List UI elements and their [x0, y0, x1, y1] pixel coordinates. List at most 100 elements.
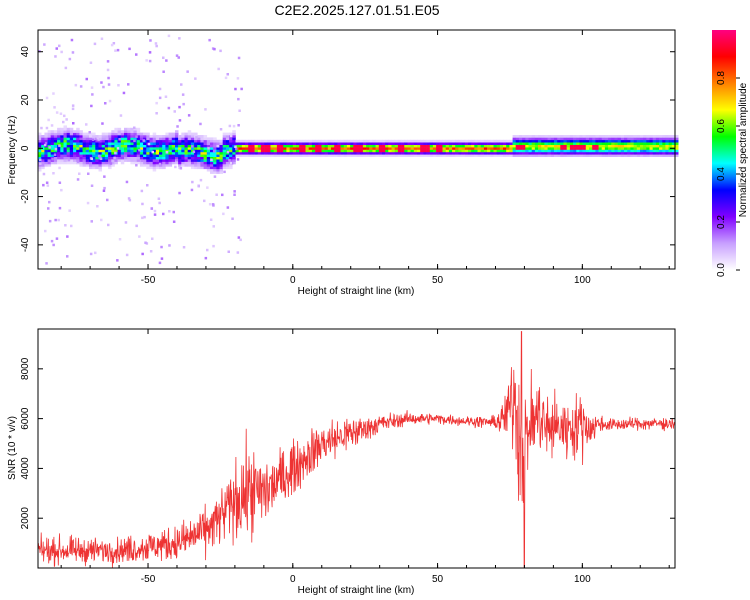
- spectrogram-cell: [531, 147, 536, 150]
- spectrogram-cell: [53, 161, 58, 165]
- spectrogram-cell: [241, 142, 246, 145]
- spectrogram-speck: [212, 225, 215, 228]
- spectrogram-cell: [124, 127, 128, 131]
- spectrogram-cell: [92, 142, 96, 145]
- spectrogram-cell: [254, 149, 259, 153]
- spectrogram-cell: [627, 142, 631, 145]
- spectrogram-cell: [299, 151, 303, 155]
- spectrogram-cell: [127, 132, 131, 136]
- spectrogram-cell: [423, 147, 427, 150]
- spectrogram-cell: [512, 137, 517, 141]
- spectrogram-cell: [439, 139, 443, 143]
- spectrogram-cell: [136, 151, 141, 155]
- spectrogram-cell: [133, 142, 137, 145]
- spectrogram-cell: [181, 151, 185, 155]
- spectrogram-cell: [350, 144, 354, 148]
- spectrogram-cell: [620, 147, 625, 150]
- spectrogram-cell: [372, 154, 376, 157]
- spectrogram-cell: [130, 159, 134, 162]
- spectrogram-cell: [232, 161, 236, 165]
- spectrogram-cell: [331, 151, 335, 155]
- spectrogram-cell: [372, 142, 376, 145]
- spectrogram-cell: [270, 147, 274, 150]
- spectrogram-cell: [308, 142, 313, 145]
- spectrogram-cell: [184, 151, 188, 155]
- spectrogram-cell: [337, 154, 341, 157]
- spectrogram-cell: [643, 135, 647, 138]
- spectrogram-cell: [203, 161, 208, 165]
- spectrogram-cell: [302, 154, 306, 157]
- spectrogram-cell: [569, 154, 574, 157]
- spectrogram-cell: [155, 154, 160, 157]
- spectrogram-cell: [101, 156, 106, 160]
- spectrogram-cell: [133, 144, 137, 148]
- spectrogram-cell: [525, 154, 529, 157]
- spectrogram-speck: [103, 175, 106, 178]
- spectrogram-cell: [92, 147, 96, 150]
- spectrogram-cell: [528, 147, 532, 150]
- spectrogram-cell: [503, 151, 507, 155]
- spectrogram-cell: [522, 149, 526, 153]
- spectrogram-cell: [57, 156, 61, 160]
- spectrogram-cell: [41, 139, 45, 143]
- spectrogram-cell: [372, 144, 376, 148]
- spectrogram-cell: [518, 151, 523, 155]
- spectrogram-cell: [518, 149, 523, 153]
- spectrogram-cell: [47, 137, 52, 141]
- spectrogram-cell: [213, 171, 217, 174]
- spectrogram-cell: [283, 147, 287, 150]
- spectrogram-cell: [276, 154, 281, 157]
- spectrogram-cell: [522, 135, 526, 138]
- spectrogram-cell: [366, 147, 370, 150]
- spectrogram-cell: [178, 161, 182, 165]
- spectrogram-cell: [350, 151, 354, 155]
- spectrogram-cell: [38, 166, 42, 170]
- spectrogram-cell: [611, 135, 615, 138]
- spectrogram-cell: [79, 149, 83, 153]
- spectrogram-cell: [267, 154, 271, 157]
- spectrogram-cell: [57, 161, 61, 165]
- spectrogram-cell: [175, 151, 179, 155]
- spectrogram-cell: [509, 147, 513, 150]
- spectrogram-cell: [337, 149, 341, 153]
- spectrogram-cell: [190, 156, 195, 160]
- spectrogram-cell: [216, 147, 220, 150]
- spectrogram-cell: [417, 139, 421, 143]
- spectrogram-cell: [44, 161, 48, 165]
- spectrogram-cell: [302, 151, 306, 155]
- spectrogram-cell: [531, 139, 536, 143]
- spectrogram-cell: [85, 161, 90, 165]
- spectrogram-speck: [47, 207, 50, 210]
- spectrogram-cell: [611, 142, 615, 145]
- spectrogram-speck: [237, 56, 241, 60]
- spectrogram-cell: [155, 142, 160, 145]
- spectrogram-cell: [299, 147, 303, 150]
- spectrogram-cell: [225, 147, 230, 150]
- spectrogram-xtick-label: 50: [432, 275, 444, 286]
- spectrogram-cell: [452, 154, 456, 157]
- spectrogram-cell: [187, 139, 192, 143]
- spectrogram-cell: [659, 142, 663, 145]
- spectrogram-ylabel: Frequency (Hz): [7, 116, 18, 185]
- spectrogram-speck: [151, 150, 154, 154]
- spectrogram-cell: [582, 135, 587, 138]
- spectrogram-cell: [203, 139, 208, 143]
- spectrogram-cell: [525, 137, 529, 141]
- spectrogram-cell: [235, 142, 239, 145]
- spectrogram-cell: [604, 151, 609, 155]
- spectrogram-cell: [47, 149, 52, 153]
- spectrogram-cell: [496, 149, 501, 153]
- spectrogram-cell: [235, 139, 239, 143]
- spectrogram-speck: [107, 76, 110, 80]
- spectrogram-speck: [90, 86, 94, 89]
- spectrogram-cell: [359, 151, 364, 155]
- spectrogram-cell: [308, 147, 313, 150]
- spectrogram-cell: [630, 151, 634, 155]
- spectrogram-cell: [671, 144, 676, 148]
- spectrogram-cell: [210, 144, 214, 148]
- spectrogram-speck: [50, 124, 54, 127]
- spectrogram-cell: [187, 137, 192, 141]
- spectrogram-speck: [175, 158, 178, 162]
- spectrogram-cell: [464, 154, 469, 157]
- spectrogram-cell: [108, 144, 112, 148]
